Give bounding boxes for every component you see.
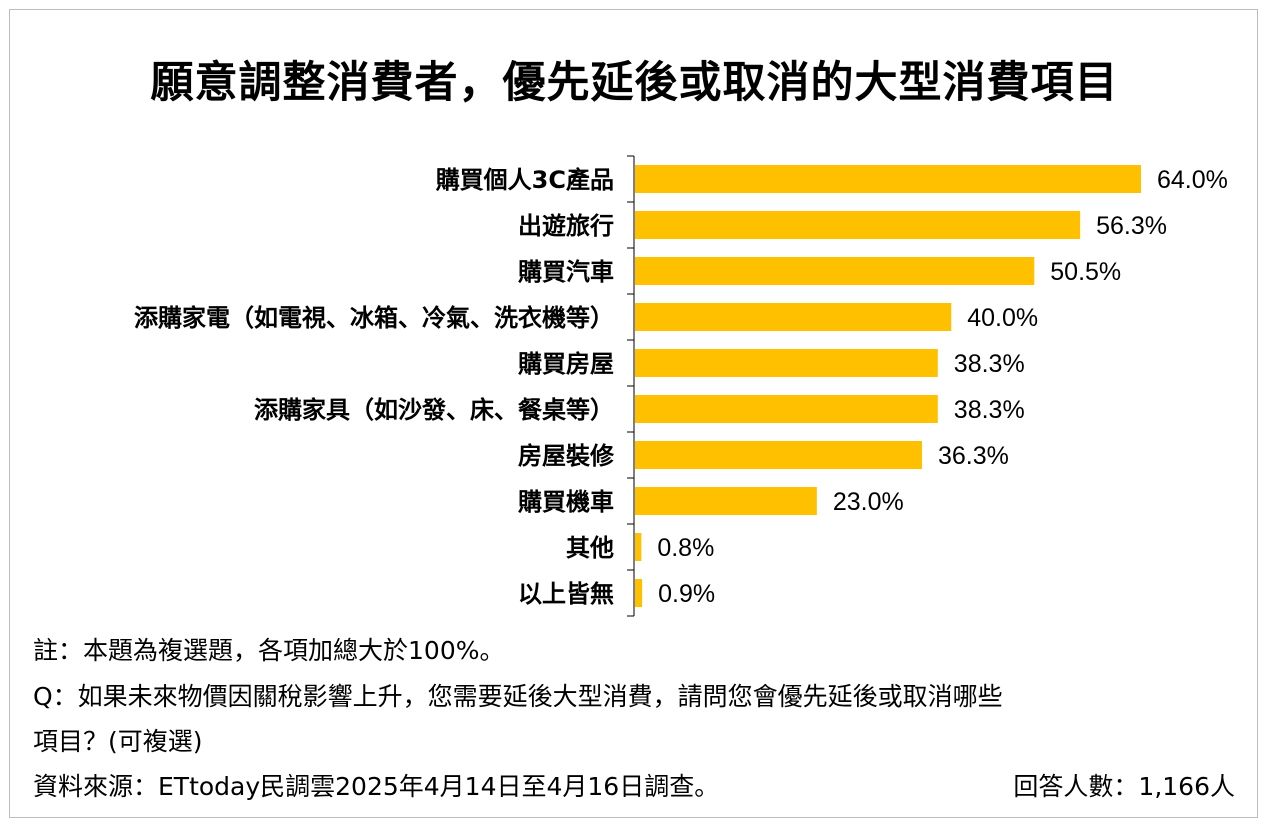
value-label: 50.5% — [1050, 258, 1121, 286]
value-label: 56.3% — [1096, 212, 1167, 240]
bar — [635, 441, 922, 469]
category-label: 添購家電（如電視、冰箱、冷氣、洗衣機等） — [134, 304, 614, 332]
question-text-line2: 項目？(可複選) — [33, 727, 203, 756]
value-label: 0.8% — [657, 534, 714, 562]
category-label: 房屋裝修 — [518, 442, 615, 470]
bar — [635, 349, 938, 377]
question-text-line1: Q：如果未來物價因關稅影響上升，您需要延後大型消費，請問您會優先延後或取消哪些 — [33, 682, 1003, 711]
value-label: 40.0% — [967, 304, 1038, 332]
bar — [635, 257, 1035, 285]
category-label: 購買房屋 — [518, 350, 614, 378]
bar — [635, 211, 1081, 239]
chart-title: 願意調整消費者，優先延後或取消的大型消費項目 — [150, 58, 1119, 108]
value-label: 0.9% — [658, 580, 715, 608]
respondent-count: 回答人數：1,166人 — [1013, 772, 1235, 801]
category-label: 添購家具（如沙發、床、餐桌等） — [254, 396, 614, 424]
bar — [635, 533, 642, 561]
note-text: 註：本題為複選題，各項加總大於100%。 — [33, 636, 505, 665]
bar — [635, 579, 643, 607]
value-label: 23.0% — [833, 488, 904, 516]
category-label: 購買個人3C產品 — [436, 166, 614, 194]
value-label: 64.0% — [1157, 166, 1228, 194]
bar — [635, 303, 952, 331]
bar — [635, 487, 817, 515]
bar — [635, 395, 938, 423]
category-label: 出遊旅行 — [518, 212, 614, 240]
value-label: 36.3% — [938, 442, 1009, 470]
chart-frame — [9, 9, 1258, 818]
category-label: 購買汽車 — [518, 258, 614, 286]
category-label: 以上皆無 — [518, 580, 614, 608]
value-label: 38.3% — [954, 350, 1025, 378]
category-label: 購買機車 — [518, 488, 614, 516]
value-label: 38.3% — [954, 396, 1025, 424]
source-text: 資料來源：ETtoday民調雲2025年4月14日至4月16日調查。 — [33, 772, 720, 801]
category-label: 其他 — [566, 534, 614, 562]
bar — [635, 165, 1141, 193]
